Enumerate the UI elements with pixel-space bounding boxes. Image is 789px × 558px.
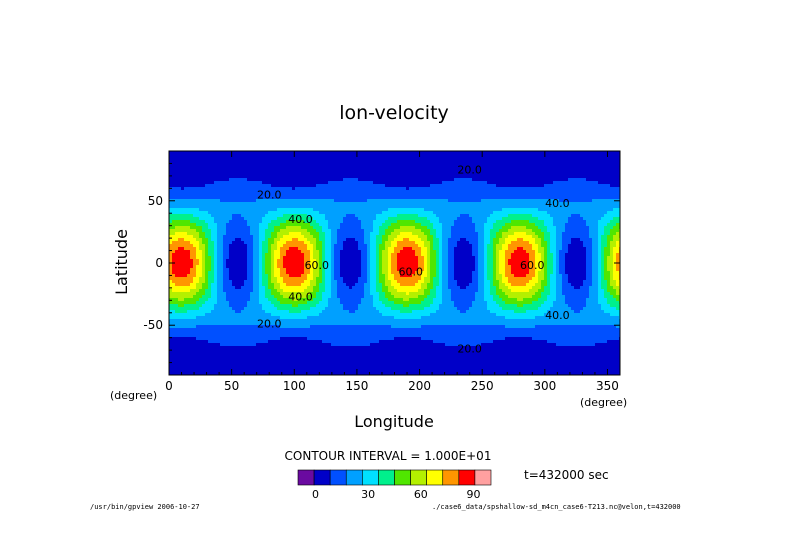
chart-title: lon-velocity	[339, 102, 449, 124]
plot-area	[169, 151, 621, 376]
colorbar-tick-label: 0	[312, 488, 319, 501]
x-axis-label: Longitude	[354, 412, 434, 431]
y-axis-unit: (degree)	[110, 389, 157, 402]
colorbar-swatch	[458, 469, 476, 486]
x-tick-label: 50	[224, 379, 239, 393]
colorbar-swatch	[442, 469, 460, 486]
contour-label: 20.0	[457, 343, 482, 356]
contour-label: 20.0	[257, 318, 282, 331]
contour-label: 20.0	[257, 188, 282, 201]
y-axis-label: Latitude	[112, 229, 131, 295]
colorbar-ticks: 0 30 60 90	[312, 488, 480, 501]
contour-label: 60.0	[520, 259, 545, 272]
colorbar-swatch	[378, 469, 395, 486]
contour-label: 60.0	[305, 259, 330, 272]
x-tick-label: 0	[165, 379, 173, 393]
colorbar-swatch	[362, 469, 379, 486]
x-tick-label: 350	[596, 379, 619, 393]
x-axis-unit: (degree)	[580, 396, 627, 409]
contour-label: 60.0	[399, 265, 424, 278]
colorbar-swatch	[313, 469, 331, 486]
contour-label: 40.0	[288, 290, 313, 303]
x-tick-label: 200	[408, 379, 431, 393]
contour-label: 40.0	[288, 213, 313, 226]
contour-label: 40.0	[545, 309, 570, 322]
colorbar-tick-label: 30	[361, 488, 375, 501]
x-tick-label: 150	[345, 379, 368, 393]
colorbar-swatch	[474, 469, 492, 486]
time-text: t=432000 sec	[524, 468, 609, 482]
y-tick-label: 0	[155, 256, 163, 270]
y-tick-label: -50	[143, 318, 163, 332]
x-tick-label: 300	[533, 379, 556, 393]
x-tick-label: 250	[471, 379, 494, 393]
colorbar-tick-label: 90	[466, 488, 480, 501]
contour-labels: 20.0 20.0 40.0 40.0 60.0 60.0 60.0 40.0 40.0 20.0…	[257, 163, 570, 355]
footer-right: ./case6_data/spshallow-sd_m4cn_case6-T21…	[432, 503, 681, 511]
contour-label: 20.0	[457, 163, 482, 176]
y-axis-ticks: -50 0 50	[143, 162, 620, 364]
colorbar-tick-label: 60	[414, 488, 428, 501]
x-axis-ticks: 0 50 100 150 200 250 300 350	[165, 151, 619, 393]
footer-left: /usr/bin/gpview 2006-10-27	[90, 503, 200, 511]
x-tick-label: 100	[283, 379, 306, 393]
contour-label: 40.0	[545, 197, 570, 210]
colorbar-swatch	[426, 469, 444, 486]
colorbar-swatch	[345, 469, 363, 486]
colorbar-swatch	[297, 469, 315, 486]
colorbar-swatch	[329, 469, 347, 486]
colorbar-swatch	[410, 469, 427, 486]
contour-interval-text: CONTOUR INTERVAL = 1.000E+01	[285, 449, 492, 463]
colorbar-swatch	[394, 469, 411, 486]
colorbar	[297, 469, 492, 486]
y-tick-label: 50	[148, 194, 163, 208]
